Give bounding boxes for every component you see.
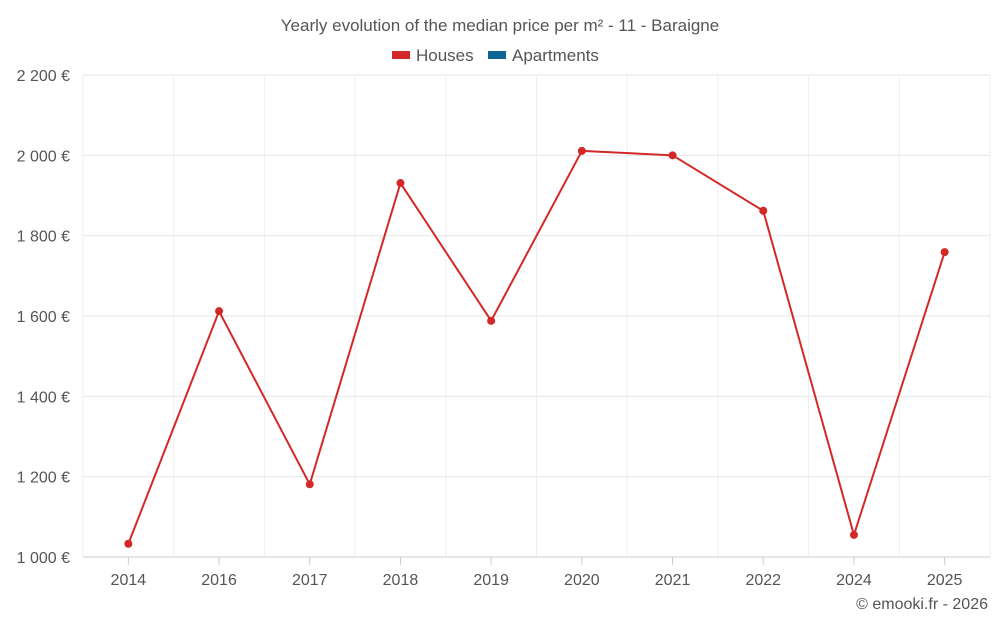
x-tick-label: 2020 xyxy=(564,572,600,589)
data-point[interactable] xyxy=(940,248,949,257)
x-tick-label: 2014 xyxy=(111,572,147,589)
legend: Houses Apartments xyxy=(392,46,599,65)
x-tick-label: 2021 xyxy=(655,572,691,589)
series xyxy=(124,146,949,548)
x-tick-label: 2019 xyxy=(473,572,509,589)
axes: 1 000 € 1 200 € 1 400 € 1 600 € 1 800 € 2 000… xyxy=(17,68,990,589)
data-point[interactable] xyxy=(305,480,314,489)
data-point[interactable] xyxy=(487,316,496,325)
y-tick-label: 1 200 € xyxy=(17,470,70,487)
y-tick-label: 1 000 € xyxy=(17,550,70,567)
x-tick-label: 2024 xyxy=(836,572,872,589)
legend-swatch-apartments xyxy=(488,51,506,59)
data-point[interactable] xyxy=(849,530,858,539)
legend-label-houses: Houses xyxy=(416,46,474,65)
y-tick-label: 2 200 € xyxy=(17,68,70,85)
series-line-houses xyxy=(127,149,946,545)
credit-text: © emooki.fr - 2026 xyxy=(856,596,988,613)
x-tick-label: 2016 xyxy=(201,572,237,589)
legend-label-apartments: Apartments xyxy=(512,46,599,65)
grid xyxy=(82,74,991,558)
y-tick-label: 1 400 € xyxy=(17,389,70,406)
data-point[interactable] xyxy=(124,539,133,548)
y-tick-label: 1 800 € xyxy=(17,229,70,246)
legend-swatch-houses xyxy=(392,51,410,59)
y-tick-label: 1 600 € xyxy=(17,309,70,326)
data-point[interactable] xyxy=(577,146,586,155)
x-tick-label: 2017 xyxy=(292,572,328,589)
data-point[interactable] xyxy=(759,206,768,215)
x-tick-label: 2025 xyxy=(927,572,963,589)
data-point[interactable] xyxy=(215,307,224,316)
x-tick-label: 2022 xyxy=(745,572,781,589)
y-tick-label: 2 000 € xyxy=(17,148,70,165)
legend-item-houses[interactable]: Houses xyxy=(392,46,474,65)
data-point[interactable] xyxy=(668,151,677,160)
x-tick-label: 2018 xyxy=(383,572,419,589)
legend-item-apartments[interactable]: Apartments xyxy=(488,46,599,65)
data-point[interactable] xyxy=(396,179,405,188)
chart-title: Yearly evolution of the median price per… xyxy=(281,16,719,35)
